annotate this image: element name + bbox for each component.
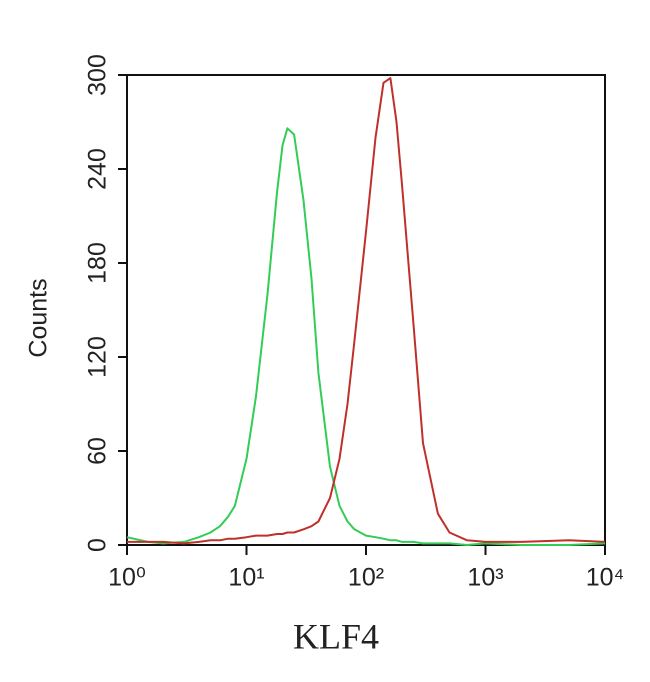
y-tick-label: 180 bbox=[84, 242, 112, 284]
histogram-line bbox=[126, 127, 606, 546]
y-tick-label: 120 bbox=[84, 336, 112, 378]
x-tick-label: 10⁴ bbox=[586, 564, 625, 592]
histogram-line bbox=[127, 77, 606, 545]
y-tick-label: 300 bbox=[84, 54, 112, 96]
y-tick-label: 60 bbox=[84, 437, 112, 465]
y-tick-label: 0 bbox=[84, 538, 112, 552]
x-tick-label: 10³ bbox=[467, 564, 503, 592]
x-tick-label: 10⁰ bbox=[108, 564, 146, 592]
plot-frame bbox=[126, 74, 606, 546]
x-tick-label: 10¹ bbox=[228, 564, 264, 592]
y-tick-label: 240 bbox=[84, 148, 112, 190]
x-axis-label: KLF4 bbox=[293, 616, 379, 656]
y-axis-label: Counts bbox=[25, 278, 53, 357]
x-tick-label: 10² bbox=[348, 564, 384, 592]
